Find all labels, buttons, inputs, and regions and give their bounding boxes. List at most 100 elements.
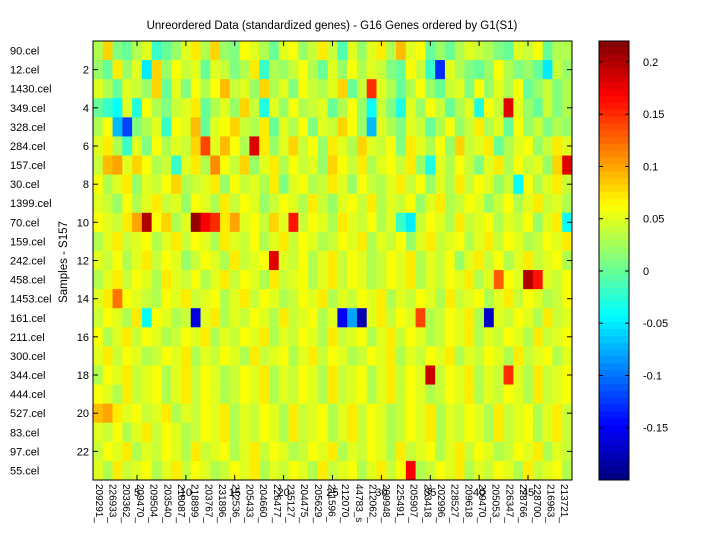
heatmap-cell: [122, 212, 133, 233]
heatmap-cell: [347, 212, 358, 233]
heatmap-cell: [259, 384, 270, 405]
colorbar-segment: [599, 116, 629, 124]
heatmap-cell: [278, 231, 289, 252]
heatmap-cell: [552, 422, 563, 443]
colorbar-segment: [599, 301, 629, 310]
heatmap-cell: [268, 270, 280, 290]
heatmap-cell: [552, 250, 563, 271]
col-gene-label: 231896_: [216, 484, 227, 523]
heatmap-cell: [464, 289, 475, 309]
heatmap-cell: [493, 193, 504, 214]
heatmap-cell: [464, 60, 475, 80]
heatmap-cell: [317, 384, 329, 405]
heatmap-cell: [190, 289, 201, 309]
heatmap-cell: [405, 136, 416, 156]
heatmap-cell: [415, 98, 426, 118]
heatmap-cell: [122, 60, 133, 80]
heatmap-cell: [161, 79, 172, 99]
heatmap-cell: [112, 250, 123, 271]
col-tick-label: 5: [134, 487, 140, 499]
heatmap-cell: [249, 365, 260, 385]
heatmap-cell: [454, 327, 465, 347]
heatmap-cell: [180, 441, 192, 462]
col-gene-label: 209504_: [148, 484, 159, 523]
heatmap-cell: [229, 422, 241, 443]
colorbar-segment: [599, 233, 629, 241]
col-gene-label: 212536_: [230, 484, 241, 523]
heatmap-cell: [239, 155, 250, 176]
heatmap-cell: [180, 346, 192, 366]
col-gene-label: 205053_: [490, 484, 501, 523]
heatmap-cell: [190, 422, 201, 443]
heatmap-cell: [464, 250, 475, 271]
colorbar-tick-label: 0.15: [643, 109, 664, 121]
heatmap-cell: [347, 136, 358, 156]
heatmap-cell: [239, 250, 250, 271]
heatmap-cell: [396, 308, 407, 328]
heatmap-cell: [308, 441, 319, 462]
heatmap-cell: [513, 250, 524, 271]
heatmap-cell: [435, 346, 446, 366]
heatmap-cell: [503, 460, 514, 481]
heatmap-cell: [210, 365, 221, 385]
heatmap-cell: [513, 460, 524, 481]
heatmap-cell: [396, 155, 407, 176]
heatmap-cell: [112, 174, 123, 195]
heatmap-cell: [347, 365, 358, 385]
heatmap-cell: [298, 365, 309, 385]
heatmap-cell: [220, 460, 231, 481]
heatmap-cell: [278, 193, 289, 214]
heatmap-cell: [327, 346, 338, 366]
heatmap-cell: [503, 231, 514, 252]
heatmap-cell: [239, 231, 250, 252]
heatmap-cell: [376, 193, 387, 214]
heatmap-cell: [200, 231, 211, 252]
heatmap-cell: [141, 136, 153, 156]
heatmap-cell: [239, 365, 250, 385]
heatmap-cell: [298, 327, 309, 347]
heatmap-cell: [112, 98, 123, 118]
heatmap-cell: [161, 136, 172, 156]
heatmap-cell: [317, 289, 329, 309]
heatmap-cell: [239, 384, 250, 405]
heatmap-cell: [161, 117, 172, 137]
heatmap-cell: [317, 270, 329, 290]
heatmap-cell: [268, 384, 280, 405]
heatmap-cell: [493, 136, 504, 156]
heatmap-cell: [327, 98, 338, 118]
heatmap-cell: [513, 422, 524, 443]
colorbar-segment: [599, 143, 629, 152]
heatmap-cell: [513, 79, 524, 99]
heatmap-cell: [229, 441, 241, 462]
heatmap-cell: [102, 155, 113, 176]
heatmap-cell: [552, 460, 563, 481]
heatmap-cell: [259, 98, 270, 118]
heatmap-cell: [464, 231, 475, 252]
heatmap-cell: [425, 117, 436, 137]
heatmap-cell: [386, 346, 397, 366]
colorbar-segment: [599, 171, 629, 179]
heatmap-cell: [337, 384, 348, 405]
heatmap-cell: [298, 289, 309, 309]
heatmap-cell: [415, 270, 426, 290]
col-gene-label: 204475_: [298, 484, 309, 523]
heatmap-cell: [93, 174, 104, 195]
heatmap-cell: [102, 79, 113, 99]
heatmap-cell: [435, 41, 446, 61]
heatmap-cell: [229, 346, 241, 366]
heatmap-cell: [93, 422, 104, 443]
heatmap-cell: [171, 308, 182, 328]
heatmap-cell: [288, 193, 299, 214]
heatmap-cell: [210, 422, 221, 443]
heatmap-cell: [190, 403, 201, 424]
heatmap-cell: [396, 231, 407, 252]
heatmap-cell: [376, 270, 387, 290]
heatmap-cell: [444, 308, 456, 328]
heatmap-cell: [415, 365, 426, 385]
heatmap-cell: [532, 403, 544, 424]
heatmap-cell: [464, 403, 475, 424]
heatmap-cell: [454, 231, 465, 252]
heatmap-cell: [347, 308, 358, 328]
heatmap-cell: [112, 384, 123, 405]
heatmap-cell: [356, 193, 368, 214]
